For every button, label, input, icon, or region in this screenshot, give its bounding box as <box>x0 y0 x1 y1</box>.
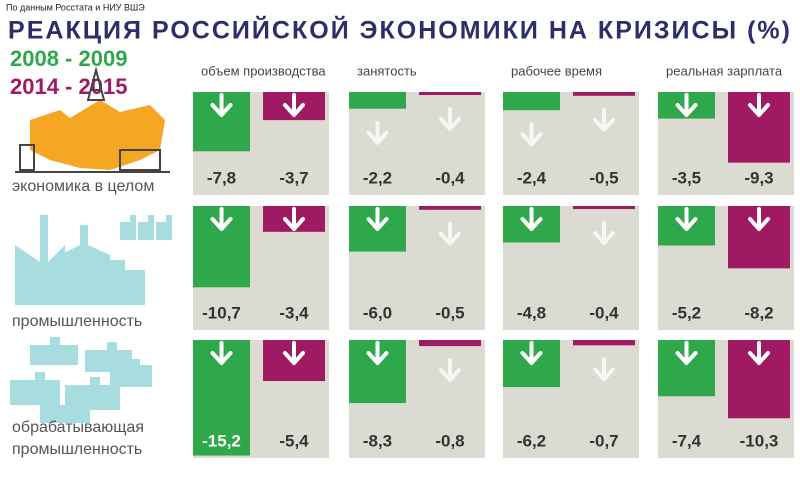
arrow <box>675 93 698 117</box>
value-label: -7,4 <box>672 431 702 450</box>
value-label: -0,5 <box>589 168 618 187</box>
arrow <box>520 341 543 365</box>
arrow <box>593 357 615 382</box>
arrow <box>748 207 770 231</box>
value-label: -9,3 <box>744 168 773 187</box>
value-label: -6,0 <box>363 303 392 322</box>
value-label: -10,7 <box>202 303 241 322</box>
legend-entry: 2008 - 2009 <box>10 46 127 71</box>
value-label: -5,4 <box>279 431 309 450</box>
legend-entry: 2014 - 2015 <box>10 74 127 99</box>
arrow <box>675 341 698 365</box>
value-label: -3,7 <box>279 168 308 187</box>
arrow <box>210 341 233 365</box>
value-label: -3,5 <box>672 168 701 187</box>
column-header: рабочее время <box>511 63 602 78</box>
arrow <box>439 107 461 132</box>
arrow <box>748 93 770 117</box>
bar <box>419 206 481 210</box>
arrow <box>210 207 233 231</box>
value-label: -0,8 <box>435 431 464 450</box>
value-label: -10,3 <box>740 431 779 450</box>
value-label: -2,2 <box>363 168 392 187</box>
source: По данным Росстата и НИУ ВШЭ <box>6 2 145 12</box>
arrow <box>366 120 389 145</box>
value-label: -7,8 <box>207 168 236 187</box>
arrow <box>675 207 698 231</box>
bar <box>573 340 635 346</box>
bar <box>419 92 481 96</box>
cell-background <box>349 92 485 195</box>
value-label: -0,4 <box>589 303 619 322</box>
value-label: -0,4 <box>435 168 465 187</box>
value-label: -2,4 <box>517 168 547 187</box>
economy-icon <box>15 66 170 173</box>
value-label: -3,4 <box>279 303 309 322</box>
arrow <box>283 207 305 231</box>
arrow <box>210 93 233 117</box>
row-label: промышленность <box>12 313 142 330</box>
chart-title: РЕАКЦИЯ РОССИЙСКОЙ ЭКОНОМИКИ НА КРИЗИСЫ … <box>8 15 792 45</box>
industry-icon <box>15 215 172 305</box>
column-header: занятость <box>357 63 417 78</box>
value-label: -4,8 <box>517 303 546 322</box>
arrow <box>283 93 305 117</box>
bar <box>419 340 481 347</box>
value-label: -8,3 <box>363 431 392 450</box>
arrow <box>439 358 461 383</box>
row-label: промышленность <box>12 441 142 458</box>
value-label: -6,2 <box>517 431 546 450</box>
bar <box>349 92 406 109</box>
value-label: -8,2 <box>744 303 773 322</box>
manufacturing-icon <box>10 337 152 423</box>
value-label: -0,5 <box>435 303 464 322</box>
arrow <box>366 207 389 231</box>
arrow <box>593 221 615 246</box>
bar <box>573 206 635 210</box>
arrow <box>520 207 543 231</box>
arrow <box>520 122 543 147</box>
row-label: экономика в целом <box>12 178 154 195</box>
bar <box>573 92 635 96</box>
value-label: -0,7 <box>589 431 618 450</box>
arrow <box>593 107 615 132</box>
arrow <box>748 341 770 365</box>
column-header: объем производства <box>201 63 326 78</box>
bar <box>503 92 560 111</box>
arrow <box>366 341 389 365</box>
arrow <box>439 221 461 246</box>
value-label: -5,2 <box>672 303 701 322</box>
value-label: -15,2 <box>202 431 241 450</box>
row-label: обрабатывающая <box>12 419 144 436</box>
arrow <box>283 341 305 365</box>
column-header: реальная зарплата <box>666 63 783 78</box>
